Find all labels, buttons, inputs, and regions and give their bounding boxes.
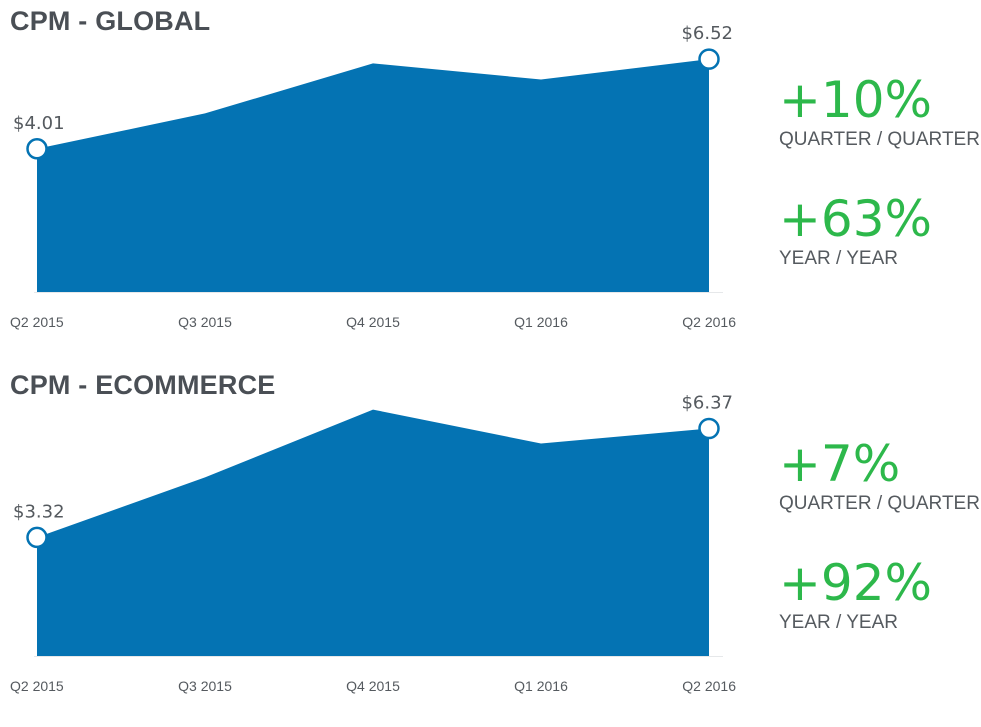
data-point-marker: [26, 138, 48, 160]
year-change-label: YEAR / YEAR: [779, 612, 898, 633]
data-point-marker: [698, 417, 720, 440]
panel-title: CPM - GLOBAL: [10, 6, 211, 36]
area-series: [37, 59, 709, 292]
cpm-ecommerce-panel: CPM - ECOMMERCE Q2 2015 Q3 2015 Q4 2015 Q1 …: [0, 364, 981, 727]
data-point-marker: [698, 48, 720, 70]
x-tick-label: Q2 2015: [10, 314, 64, 330]
quarter-change-label: QUARTER / QUARTER: [779, 493, 980, 514]
x-tick-label: Q3 2015: [178, 678, 232, 694]
quarter-change-label: QUARTER / QUARTER: [779, 129, 980, 150]
year-change-value: +92%: [779, 554, 933, 612]
x-tick-label: Q1 2016: [514, 314, 568, 330]
year-change-value: +63%: [779, 190, 933, 248]
cpm-global-panel: CPM - GLOBAL Q2 2015 Q3 2015 Q4 2015 Q1 201…: [0, 0, 981, 363]
x-tick-label: Q2 2015: [10, 678, 64, 694]
x-tick-label: Q4 2015: [346, 678, 400, 694]
year-over-year-stat: +63% YEAR / YEAR: [779, 191, 932, 270]
cpm-ecommerce-chart: Q2 2015 Q3 2015 Q4 2015 Q1 2016 Q2 2016 $3.32…: [10, 393, 736, 695]
x-tick-label: Q2 2016: [682, 678, 736, 694]
data-label: $4.01: [13, 113, 65, 134]
data-point-marker: [26, 526, 48, 549]
panel-title: CPM - ECOMMERCE: [10, 370, 276, 400]
year-over-year-stat: +92% YEAR / YEAR: [779, 555, 932, 634]
data-label: $6.37: [681, 393, 733, 414]
quarter-over-quarter-stat: +7% QUARTER / QUARTER: [779, 436, 980, 515]
quarter-change-value: +7%: [779, 435, 901, 493]
cpm-global-chart: Q2 2015 Q3 2015 Q4 2015 Q1 2016 Q2 2016 $4.01…: [10, 23, 736, 330]
area-series: [37, 409, 709, 656]
quarter-change-value: +10%: [779, 71, 933, 129]
x-tick-label: Q2 2016: [682, 314, 736, 330]
data-label: $3.32: [13, 501, 65, 522]
data-label: $6.52: [681, 23, 733, 44]
x-tick-label: Q4 2015: [346, 314, 400, 330]
year-change-label: YEAR / YEAR: [779, 248, 898, 269]
quarter-over-quarter-stat: +10% QUARTER / QUARTER: [779, 72, 980, 151]
x-tick-label: Q3 2015: [178, 314, 232, 330]
x-tick-label: Q1 2016: [514, 678, 568, 694]
